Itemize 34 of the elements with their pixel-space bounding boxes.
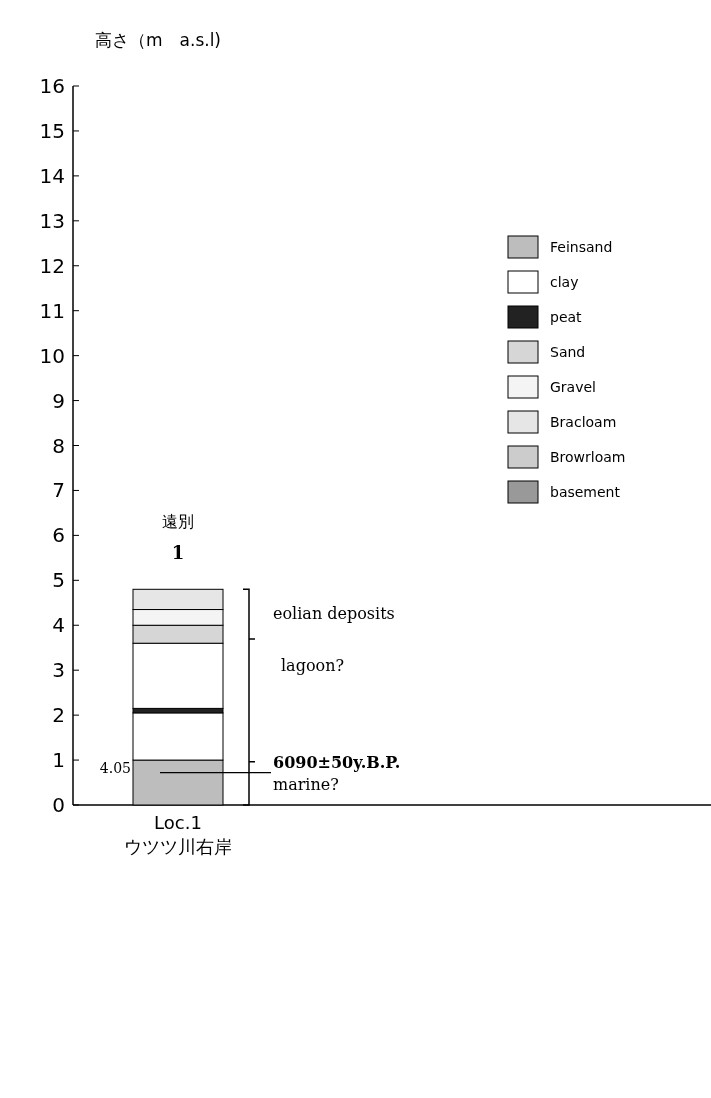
y-tick-label: 0 [52,793,65,817]
legend-label: Sand [550,344,586,360]
text: eolian deposits [273,604,395,624]
legend-label: Browrloam [550,449,626,465]
legend-label: clay [550,274,579,290]
legend-label: basement [550,484,621,500]
legend-label: Feinsand [550,239,613,255]
y-tick-label: 12 [39,253,65,278]
y-tick-label: 1 [52,748,65,773]
y-tick-label: 15 [39,118,65,143]
annotation: 1 [171,542,185,564]
y-tick-label: 2 [52,703,65,728]
y-tick-label: 7 [52,478,65,503]
y-tick-label: 11 [39,298,65,323]
y-tick-label: 5 [52,568,65,593]
legend-label: peat [550,309,583,325]
y-tick-label: 3 [52,658,65,683]
text: 4.05 [99,760,131,777]
legend-label: Gravel [550,379,596,395]
y-tick-label: 13 [39,208,65,233]
text: 6090±50y.B.P. [273,753,401,773]
y-tick-label: 8 [52,433,65,458]
y-tick-label: 14 [39,163,65,188]
y-tick-label: 4 [52,613,65,638]
y-tick-label: 16 [39,74,65,98]
legend-label: Bracloam [550,414,617,430]
text: marine? [273,775,339,795]
text: lagoon? [281,656,345,676]
y-tick-label: 10 [39,343,65,368]
y-axis-title: 高さ（m a.s.l) [95,30,221,50]
annotation: 遠別 [162,512,194,532]
y-tick-label: 9 [52,388,65,413]
y-tick-label: 6 [52,523,65,548]
x-tick-label: Loc.1 ウツツ川右岸 [124,812,232,857]
